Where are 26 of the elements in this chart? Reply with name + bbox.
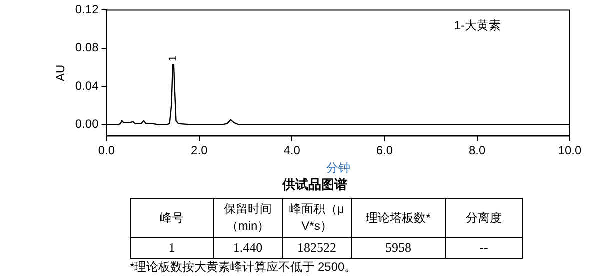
category-label: 峰面积（μV*s） <box>282 198 352 238</box>
y-axis-title: AU <box>54 64 68 82</box>
text: 5958 <box>386 240 412 255</box>
text: -- <box>480 240 488 255</box>
text: 1 <box>168 240 176 255</box>
y-tick-label: 0.04 <box>75 78 100 93</box>
annotation: 1-大黄素 <box>454 18 501 33</box>
y-tick-label: 0.08 <box>75 40 100 55</box>
x-tick-label: 4.0 <box>284 144 301 158</box>
y-tick-label: 0.12 <box>75 2 100 17</box>
text: 供试品图谱 <box>281 176 348 194</box>
x-tick-label: 2.0 <box>191 144 208 158</box>
y-tick-label: 0.00 <box>75 117 100 132</box>
x-tick-label: 0.0 <box>98 144 116 158</box>
category-label: 理论塔板数* <box>352 198 446 238</box>
x-tick-label: 8.0 <box>469 144 486 158</box>
category-label: 峰号 <box>130 198 214 238</box>
annotation: 1 <box>167 55 180 62</box>
text: 1.440 <box>233 240 263 255</box>
x-axis-title: 分钟 <box>326 161 350 176</box>
category-label: 保留时间（min） <box>214 198 282 238</box>
x-tick-label: 10.0 <box>558 144 582 158</box>
text: 182522 <box>298 240 336 255</box>
category-label: 分离度 <box>446 198 522 238</box>
text: *理论板数按大黄素峰计算应不低于 2500。 <box>130 259 358 276</box>
x-tick-label: 6.0 <box>376 144 394 158</box>
